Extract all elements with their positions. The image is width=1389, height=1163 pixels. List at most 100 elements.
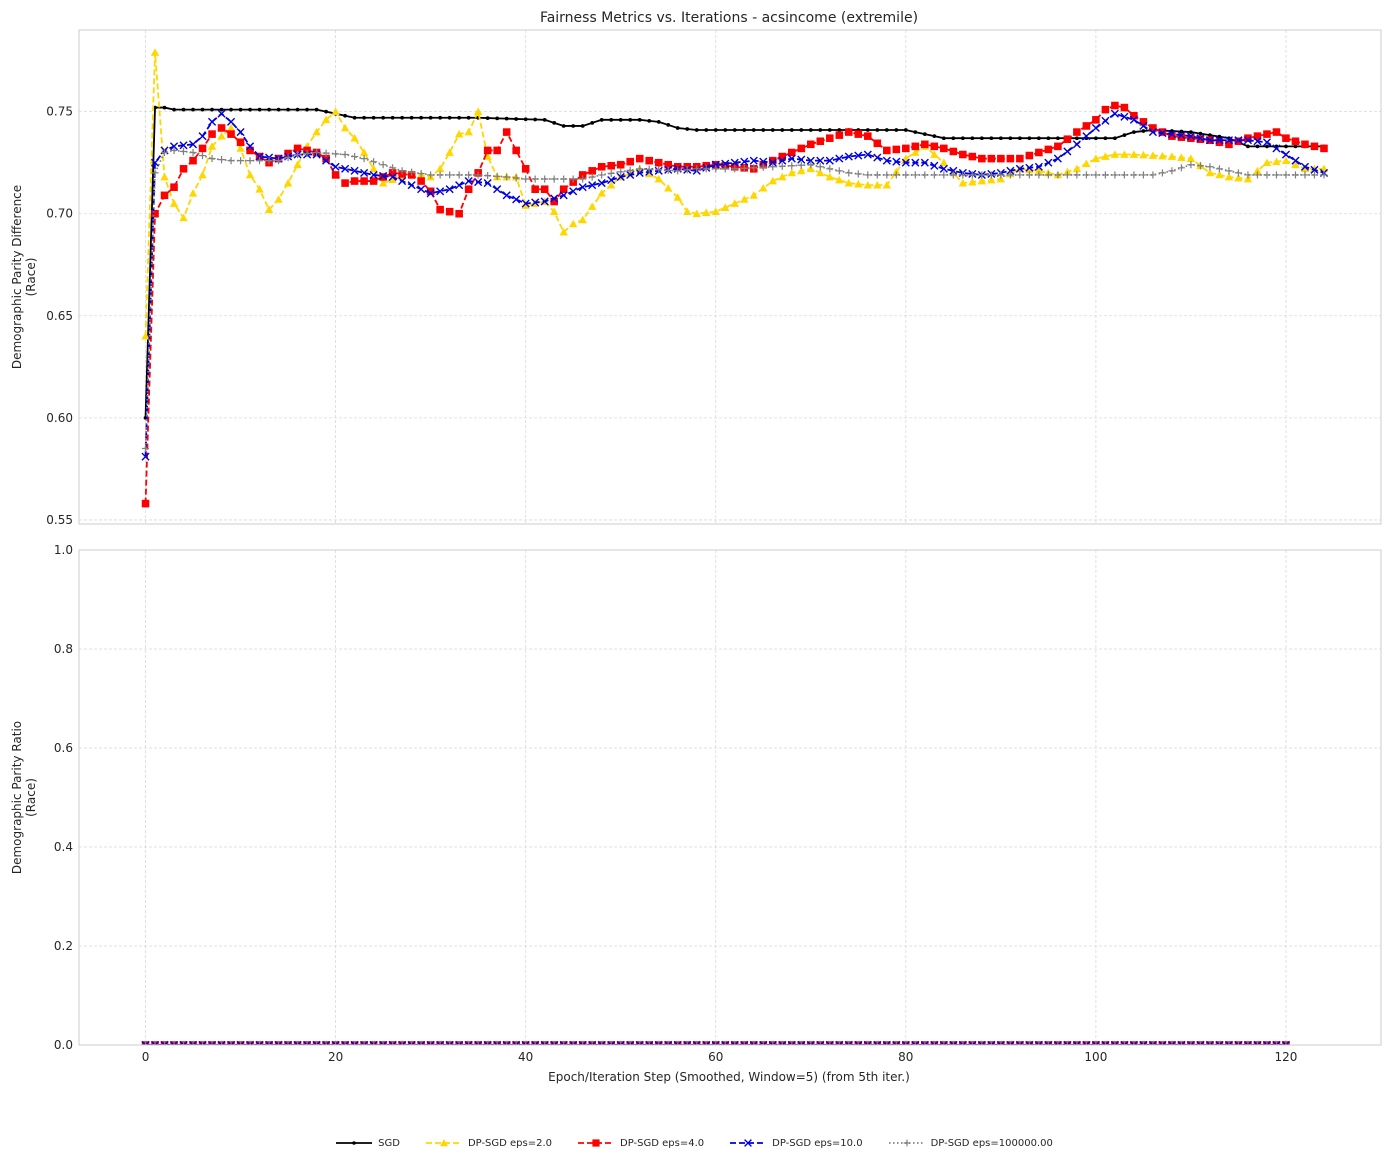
data-point	[806, 156, 815, 165]
data-point	[998, 136, 1003, 141]
data-point	[1170, 129, 1174, 133]
data-point	[807, 161, 815, 169]
data-point	[408, 1041, 416, 1045]
data-point	[997, 1041, 1005, 1045]
data-point	[1139, 1040, 1148, 1045]
data-point	[1167, 1040, 1176, 1045]
data-point	[787, 154, 796, 163]
data-point	[609, 117, 614, 122]
data-point	[208, 1041, 216, 1045]
data-point	[541, 1041, 549, 1045]
data-point	[825, 1040, 834, 1045]
data-point	[533, 117, 538, 122]
data-point	[768, 1040, 777, 1045]
data-point	[398, 176, 407, 186]
data-point	[1205, 168, 1215, 177]
data-point	[911, 148, 920, 156]
data-point	[996, 174, 1006, 183]
data-point	[512, 174, 520, 182]
data-point	[559, 185, 568, 194]
data-point	[723, 128, 728, 132]
data-point	[911, 1041, 919, 1045]
data-point	[446, 1041, 454, 1045]
data-point	[607, 1041, 615, 1045]
data-point	[540, 197, 549, 206]
data-point	[1282, 134, 1290, 142]
data-point	[1139, 118, 1148, 126]
data-point	[408, 168, 416, 176]
data-point	[816, 137, 825, 146]
data-point	[351, 152, 359, 161]
data-point	[901, 1040, 910, 1045]
data-point	[455, 1040, 464, 1045]
data-point	[341, 164, 350, 173]
data-point	[1272, 144, 1281, 153]
data-point	[447, 115, 452, 120]
data-point	[1044, 158, 1053, 167]
data-point	[493, 146, 501, 155]
data-point	[188, 140, 198, 149]
data-point	[721, 1040, 730, 1045]
data-point	[427, 1041, 435, 1045]
data-point	[255, 185, 264, 193]
data-point	[531, 185, 539, 194]
data-point	[854, 170, 862, 178]
data-point	[1015, 164, 1024, 173]
data-point	[1263, 171, 1271, 179]
data-point	[778, 152, 787, 161]
data-point	[350, 133, 359, 142]
data-point	[274, 195, 283, 203]
data-point	[636, 165, 644, 173]
data-point	[1225, 1041, 1233, 1045]
data-point	[303, 1040, 312, 1045]
data-point	[1092, 1041, 1100, 1045]
data-point	[1082, 171, 1090, 179]
data-point	[674, 167, 682, 175]
data-point	[1072, 164, 1082, 173]
data-point	[141, 452, 150, 461]
data-point	[1025, 163, 1034, 172]
data-point	[236, 144, 245, 152]
data-point	[238, 107, 243, 112]
data-point	[1092, 171, 1100, 179]
data-point	[1186, 154, 1196, 162]
data-point	[628, 117, 633, 122]
data-point	[493, 172, 501, 180]
data-point	[1310, 142, 1319, 151]
data-point	[1073, 128, 1081, 136]
data-point	[483, 1040, 492, 1045]
data-point	[1225, 140, 1233, 149]
data-point	[997, 154, 1005, 163]
data-point	[664, 184, 673, 192]
data-point	[607, 180, 616, 189]
y-tick-label: 0.70	[46, 207, 73, 221]
data-point	[150, 1040, 160, 1045]
data-point	[1111, 171, 1119, 179]
legend-marker	[744, 1139, 753, 1147]
data-point	[635, 1040, 644, 1045]
data-point	[1148, 1040, 1157, 1045]
data-point	[730, 199, 739, 207]
data-point	[1158, 1041, 1166, 1045]
data-point	[1243, 136, 1253, 145]
data-point	[1110, 109, 1119, 118]
data-point	[1282, 171, 1290, 179]
data-point	[778, 156, 787, 165]
data-point	[322, 156, 331, 165]
data-point	[1006, 154, 1015, 163]
data-point	[711, 207, 720, 216]
data-point	[1025, 1040, 1034, 1045]
data-point	[1082, 1041, 1090, 1045]
data-point	[694, 128, 699, 132]
data-point	[692, 209, 701, 218]
data-point	[587, 202, 597, 210]
data-point	[761, 128, 766, 132]
series-dp-sgd-eps-100000-00	[141, 1041, 1290, 1045]
data-point	[731, 165, 739, 173]
data-point	[294, 1041, 302, 1045]
data-point	[1046, 136, 1051, 141]
data-point	[1244, 1041, 1252, 1045]
data-point	[1148, 128, 1157, 137]
data-point	[590, 121, 595, 125]
data-point	[920, 1040, 929, 1045]
